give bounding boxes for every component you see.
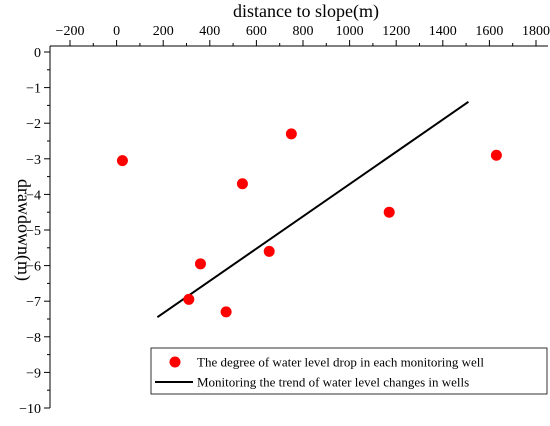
axes bbox=[49, 45, 548, 408]
y-tick-label: −6 bbox=[26, 260, 41, 275]
y-axis-title: drawdown(m) bbox=[13, 179, 34, 281]
legend-box bbox=[150, 347, 548, 395]
legend-label-scatter: The degree of water level drop in each m… bbox=[197, 355, 484, 370]
y-tick-label: −7 bbox=[26, 295, 41, 310]
x-tick-label: 1000 bbox=[336, 24, 364, 39]
data-marks bbox=[116, 101, 502, 319]
y-tick-label: −1 bbox=[26, 82, 41, 97]
scatter-point bbox=[263, 245, 275, 257]
x-tick-label: 0 bbox=[113, 24, 120, 39]
y-tick-label: −8 bbox=[26, 331, 41, 346]
x-tick-label: 1200 bbox=[382, 24, 410, 39]
scatter-point bbox=[490, 149, 502, 161]
scatter-point bbox=[285, 128, 297, 140]
y-tick-label: 0 bbox=[34, 46, 41, 61]
scatter-point bbox=[116, 155, 128, 167]
scatter-point bbox=[194, 258, 206, 270]
x-tick-label: 800 bbox=[293, 24, 314, 39]
x-tick-label: −200 bbox=[56, 24, 85, 39]
x-tick-label: 1400 bbox=[429, 24, 457, 39]
legend-marker-scatter bbox=[169, 356, 181, 368]
x-tick-label: 200 bbox=[153, 24, 174, 39]
ticks: −200 0 200 400 600 800 1000 1200 1400 1600 1800 0 −1… bbox=[19, 24, 550, 417]
scatter-point bbox=[183, 293, 195, 305]
y-tick-label: −3 bbox=[26, 153, 41, 168]
y-tick-label: −2 bbox=[26, 117, 41, 132]
legend-label-line: Monitoring the trend of water level chan… bbox=[197, 375, 469, 390]
x-axis-title: distance to slope(m) bbox=[233, 1, 379, 22]
scatter-point bbox=[236, 178, 248, 190]
legend: The degree of water level drop in each m… bbox=[150, 347, 548, 395]
x-tick-label: 1800 bbox=[522, 24, 550, 39]
scatter-point bbox=[220, 306, 232, 318]
x-tick-label: 400 bbox=[199, 24, 220, 39]
scatter-point bbox=[383, 206, 395, 218]
y-tick-label: −9 bbox=[26, 366, 41, 381]
x-tick-label: 600 bbox=[246, 24, 267, 39]
x-tick-label: 1600 bbox=[475, 24, 503, 39]
y-tick-label: −5 bbox=[26, 224, 41, 239]
y-tick-label: −4 bbox=[26, 188, 41, 203]
y-tick-label: −10 bbox=[19, 402, 41, 417]
trend-line bbox=[156, 101, 469, 319]
